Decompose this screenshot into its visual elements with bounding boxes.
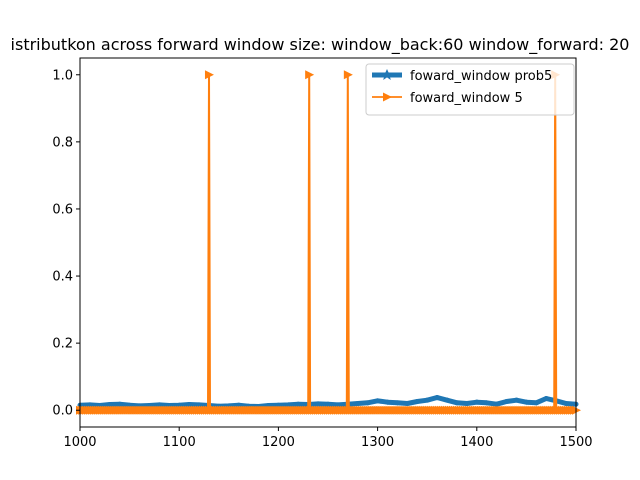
legend-frame [365,63,575,116]
data-point-prob5 [424,397,430,403]
x-tick-label: 1200 [262,435,295,450]
legend-label-5: foward_window 5 [410,91,523,106]
data-point-prob5 [385,399,391,405]
x-tick-label: 1300 [361,435,394,450]
data-point-prob5 [434,394,440,400]
data-point-prob5 [464,401,470,407]
x-tick-label: 1500 [559,435,592,450]
data-point-prob5 [543,395,549,401]
data-point-prob5 [186,402,192,408]
chart-title: istributkon across forward window size: … [11,35,630,55]
data-point-prob5 [375,398,381,404]
y-tick-label: 1.0 [52,68,73,83]
data-point-prob5 [355,401,361,407]
data-point-prob5 [454,400,460,406]
data-point-prob5 [325,401,331,407]
data-point-prob5 [533,400,539,406]
axes-layer: 1000 1100 1200 1300 1400 1500 0.0 0.2 0.4 0.6 0.8 1… [52,57,593,450]
data-point-prob5 [107,402,113,408]
data-point-prob5 [513,397,519,403]
y-tick-label: 0.2 [52,337,73,352]
legend: foward_window prob5 foward_window 5 [365,63,575,116]
data-point-prob5 [295,401,301,407]
data-point-prob5 [494,401,500,407]
data-point-prob5 [444,397,450,403]
data-point-prob5 [335,402,341,408]
data-point-5-peak [305,70,315,80]
x-tick-label: 1000 [63,435,96,450]
data-point-prob5 [563,401,569,407]
data-point-prob5 [315,401,321,407]
data-point-5-peak [343,70,353,80]
data-point-prob5 [404,401,410,407]
data-point-prob5 [365,400,371,406]
legend-marker-5 [383,92,392,102]
axes-frame [79,57,577,428]
y-tick-label: 0.4 [52,270,73,285]
y-tick-label: 0.8 [52,135,73,150]
legend-label-prob5: foward_window prob5 [410,69,552,84]
data-point-prob5 [523,399,529,405]
plot-area [80,58,576,427]
data-point-prob5 [87,402,93,408]
plot-background [80,58,576,427]
legend-marker-prob5 [381,69,393,80]
series-layer [76,70,581,415]
data-point-prob5 [414,399,420,405]
data-point-prob5 [117,401,123,407]
y-tick-label: 0.6 [52,202,73,217]
data-point-prob5 [156,402,162,408]
data-point-prob5 [484,400,490,406]
data-point-prob5 [474,399,480,405]
x-tick-label: 1100 [163,435,196,450]
data-point-prob5 [196,402,202,408]
data-point-prob5 [285,402,291,408]
data-point-prob5 [394,400,400,406]
data-point-5-peak [204,70,214,80]
x-tick-label: 1400 [460,435,493,450]
y-tick-label: 0.0 [52,404,73,419]
data-point-prob5 [504,399,510,405]
